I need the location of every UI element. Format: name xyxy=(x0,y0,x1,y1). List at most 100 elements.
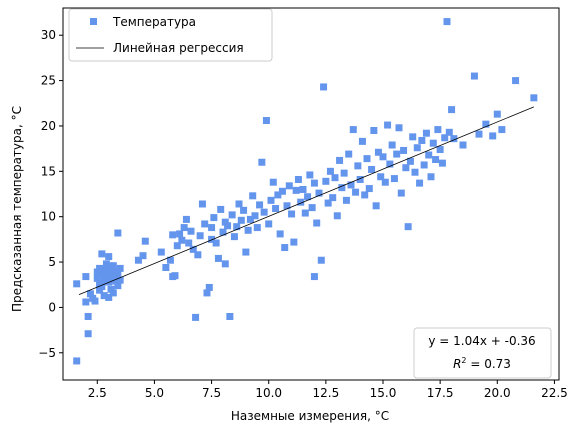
data-point xyxy=(322,177,330,185)
legend-marker-temperature xyxy=(90,18,97,25)
data-point xyxy=(416,179,424,187)
data-point xyxy=(294,175,302,183)
data-point xyxy=(112,267,120,275)
data-point xyxy=(109,289,117,297)
data-point xyxy=(397,189,405,197)
data-point xyxy=(301,209,309,217)
regression-line xyxy=(78,106,535,296)
data-point xyxy=(203,289,211,297)
y-tick-label: 25 xyxy=(41,74,56,88)
data-point xyxy=(210,214,218,222)
data-point xyxy=(109,262,117,270)
data-point xyxy=(434,126,442,134)
data-point xyxy=(443,18,451,26)
data-point xyxy=(217,205,225,213)
x-tick-label: 12.5 xyxy=(312,386,339,400)
x-tick-label: 20.0 xyxy=(484,386,511,400)
data-point xyxy=(290,238,298,246)
data-point xyxy=(530,94,538,102)
data-point xyxy=(379,153,387,161)
data-point xyxy=(512,77,520,85)
data-point xyxy=(320,83,328,91)
y-tick-label: 15 xyxy=(41,164,56,178)
data-point xyxy=(98,271,106,279)
data-point xyxy=(256,201,264,209)
data-point xyxy=(84,330,92,338)
data-point xyxy=(448,106,456,114)
data-point xyxy=(244,226,252,234)
plot-frame xyxy=(62,7,560,381)
x-tick-label: 7.5 xyxy=(202,386,221,400)
data-point xyxy=(475,130,483,138)
data-point xyxy=(390,175,398,183)
data-point xyxy=(333,212,341,220)
data-point xyxy=(299,185,307,193)
data-point xyxy=(262,117,270,125)
data-point xyxy=(274,191,282,199)
data-point xyxy=(363,155,371,163)
data-point xyxy=(187,227,195,235)
y-tick-label: 30 xyxy=(41,28,56,42)
x-tick-label: 2.5 xyxy=(88,386,107,400)
data-point xyxy=(420,161,428,169)
data-point xyxy=(326,167,334,175)
r-squared-symbol: R xyxy=(453,357,461,371)
data-point xyxy=(182,215,190,223)
data-point xyxy=(221,218,229,226)
data-point xyxy=(260,208,268,216)
data-point xyxy=(169,231,177,239)
data-point xyxy=(173,242,181,250)
y-axis-ticks: −5 0 5 10 15 20 25 30 xyxy=(38,28,63,360)
data-point xyxy=(226,312,234,320)
data-point xyxy=(281,244,289,252)
data-point xyxy=(418,136,426,144)
data-point xyxy=(102,272,110,280)
data-point xyxy=(84,312,92,320)
data-point xyxy=(377,173,385,181)
data-point xyxy=(114,229,122,237)
data-point xyxy=(73,357,81,365)
data-point xyxy=(105,253,113,261)
y-tick-label: 10 xyxy=(41,210,56,224)
data-point xyxy=(134,256,142,264)
data-point xyxy=(450,135,458,143)
data-point xyxy=(265,220,273,228)
data-point xyxy=(267,196,275,204)
data-point xyxy=(386,160,394,168)
data-point xyxy=(235,200,243,208)
data-point xyxy=(425,151,433,159)
data-point xyxy=(189,245,197,253)
data-point xyxy=(432,156,440,164)
data-point xyxy=(340,169,348,177)
data-point xyxy=(157,248,165,256)
data-point xyxy=(393,150,401,158)
data-point xyxy=(166,256,174,264)
data-point xyxy=(310,273,318,281)
data-point xyxy=(384,121,392,129)
data-point xyxy=(441,134,449,142)
legend-label-temperature: Температура xyxy=(112,15,196,29)
data-point xyxy=(317,256,325,264)
x-tick-label: 22.5 xyxy=(541,386,568,400)
data-point xyxy=(201,220,209,228)
data-point xyxy=(86,290,94,298)
data-point xyxy=(98,283,106,291)
data-point xyxy=(171,272,179,280)
data-point xyxy=(338,184,346,192)
data-point xyxy=(180,224,188,232)
data-point xyxy=(459,141,467,149)
data-point xyxy=(413,144,421,152)
data-point xyxy=(372,202,380,210)
data-point xyxy=(345,150,353,158)
data-point xyxy=(82,273,90,281)
data-point xyxy=(292,186,300,194)
data-point xyxy=(98,250,106,258)
data-point xyxy=(306,171,314,179)
data-point xyxy=(96,264,104,272)
legend-box xyxy=(68,8,273,62)
data-point xyxy=(233,223,241,231)
data-point xyxy=(276,230,284,238)
data-point xyxy=(112,277,120,285)
data-point xyxy=(365,185,373,193)
data-point xyxy=(224,222,232,230)
